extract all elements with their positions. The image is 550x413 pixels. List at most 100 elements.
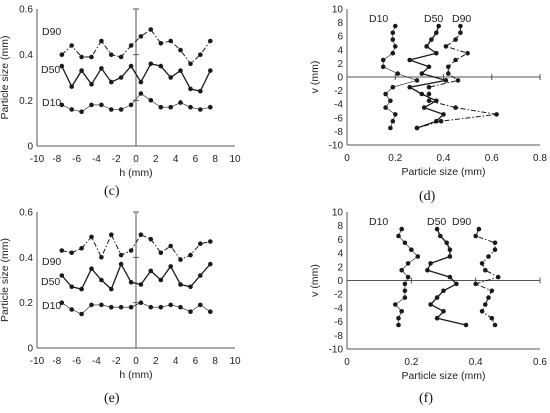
series-line-d10	[61, 93, 211, 113]
data-point-d90	[69, 250, 74, 256]
x-tick-label: 4	[173, 154, 179, 165]
series-line-d10	[61, 302, 211, 315]
data-point-d90	[426, 98, 432, 104]
data-point-d50	[118, 261, 124, 267]
data-point-d90	[492, 247, 498, 252]
data-point-d10	[168, 302, 173, 308]
data-point-d90	[118, 252, 124, 258]
data-point-d50	[69, 84, 74, 89]
data-point-d50	[198, 88, 203, 94]
y-axis-title: v (mm)	[309, 61, 321, 94]
data-point-d50	[434, 50, 439, 56]
y-tick-label: 8	[337, 18, 343, 29]
data-point-d50	[69, 284, 74, 290]
x-tick-label: 0.2	[388, 153, 402, 164]
data-point-d50	[419, 71, 425, 76]
data-point-d90	[138, 232, 144, 237]
series-line-d50	[61, 63, 211, 92]
data-point-d50	[454, 281, 459, 287]
data-point-d90	[208, 239, 213, 244]
data-point-d50	[178, 68, 183, 73]
data-point-d50	[188, 284, 193, 290]
y-tick-label: -2	[334, 290, 343, 301]
x-tick-label: 0.6	[485, 153, 499, 164]
x-axis-title: h (mm)	[119, 167, 152, 179]
x-tick-label: 4	[173, 356, 179, 367]
data-point-d10	[393, 112, 398, 117]
series-label-d10: D10	[369, 13, 388, 25]
data-point-d10	[396, 322, 401, 328]
data-point-d90	[486, 254, 491, 259]
y-tick-label: 0.2	[19, 96, 33, 107]
data-point-d90	[158, 250, 164, 256]
data-point-d10	[402, 295, 408, 300]
data-point-d10	[118, 107, 124, 112]
data-point-d50	[128, 63, 134, 69]
y-tick-label: 0.4	[19, 253, 33, 264]
data-point-d50	[208, 68, 213, 73]
data-point-d10	[383, 91, 388, 97]
data-point-d90	[99, 254, 104, 260]
data-point-d90	[178, 257, 183, 262]
data-point-d10	[59, 102, 65, 108]
data-point-d90	[453, 105, 458, 110]
series-label-d50: D50	[424, 13, 443, 25]
data-point-d90	[483, 267, 488, 273]
x-tick-label: -8	[52, 154, 61, 165]
x-axis-title: h (mm)	[119, 369, 152, 381]
data-point-d50	[428, 261, 433, 266]
data-point-d90	[476, 226, 482, 232]
y-tick-label: 0.6	[19, 208, 33, 219]
data-point-d10	[178, 100, 183, 105]
data-point-d90	[489, 288, 495, 294]
x-tick-label: 2	[153, 356, 159, 367]
series-line-d90	[416, 26, 497, 129]
data-point-d10	[390, 84, 396, 90]
y-tick-label: 0.2	[19, 298, 33, 309]
x-tick-label: 0.4	[437, 153, 451, 164]
data-point-d50	[208, 261, 213, 267]
data-point-d50	[148, 61, 154, 67]
y-tick-label: 0	[337, 73, 343, 84]
data-point-d10	[390, 37, 396, 42]
data-point-d10	[393, 44, 398, 49]
data-point-d90	[458, 30, 463, 36]
data-point-d50	[428, 302, 433, 307]
data-point-d50	[447, 254, 453, 259]
x-tick-label: 8	[212, 356, 218, 367]
x-tick-label: 8	[212, 154, 218, 165]
x-tick-label: 0.4	[469, 357, 483, 368]
series-label-d90: D90	[42, 256, 61, 268]
data-point-d50	[158, 277, 164, 283]
x-tick-label: 6	[193, 154, 199, 165]
data-point-d50	[79, 68, 84, 73]
data-point-d10	[138, 91, 144, 96]
data-point-d10	[138, 300, 144, 306]
data-point-d50	[148, 268, 154, 274]
data-point-d50	[59, 63, 65, 69]
data-point-d50	[443, 78, 449, 83]
data-point-d10	[208, 104, 213, 110]
y-tick-label: 4	[337, 249, 343, 260]
x-tick-label: 0	[344, 153, 350, 164]
series-label-d10: D10	[369, 216, 388, 228]
data-point-d10	[380, 64, 386, 70]
y-tick-label: 0.4	[19, 50, 33, 61]
data-point-d10	[79, 311, 84, 317]
panel-label-e: (e)	[104, 391, 120, 406]
y-tick-label: -2	[334, 86, 343, 97]
data-point-d50	[188, 86, 193, 92]
data-point-d90	[494, 112, 499, 117]
data-point-d90	[158, 41, 164, 46]
data-point-d90	[198, 52, 203, 57]
data-point-d50	[441, 309, 446, 314]
data-point-d90	[426, 91, 432, 97]
data-point-d10	[89, 302, 94, 308]
x-tick-label: 0	[344, 357, 350, 368]
data-point-d90	[168, 243, 173, 249]
data-point-d50	[434, 226, 440, 232]
y-tick-label: 6	[337, 235, 343, 246]
data-point-d10	[380, 57, 386, 63]
y-tick-label: -4	[334, 303, 343, 314]
data-point-d90	[109, 232, 114, 237]
